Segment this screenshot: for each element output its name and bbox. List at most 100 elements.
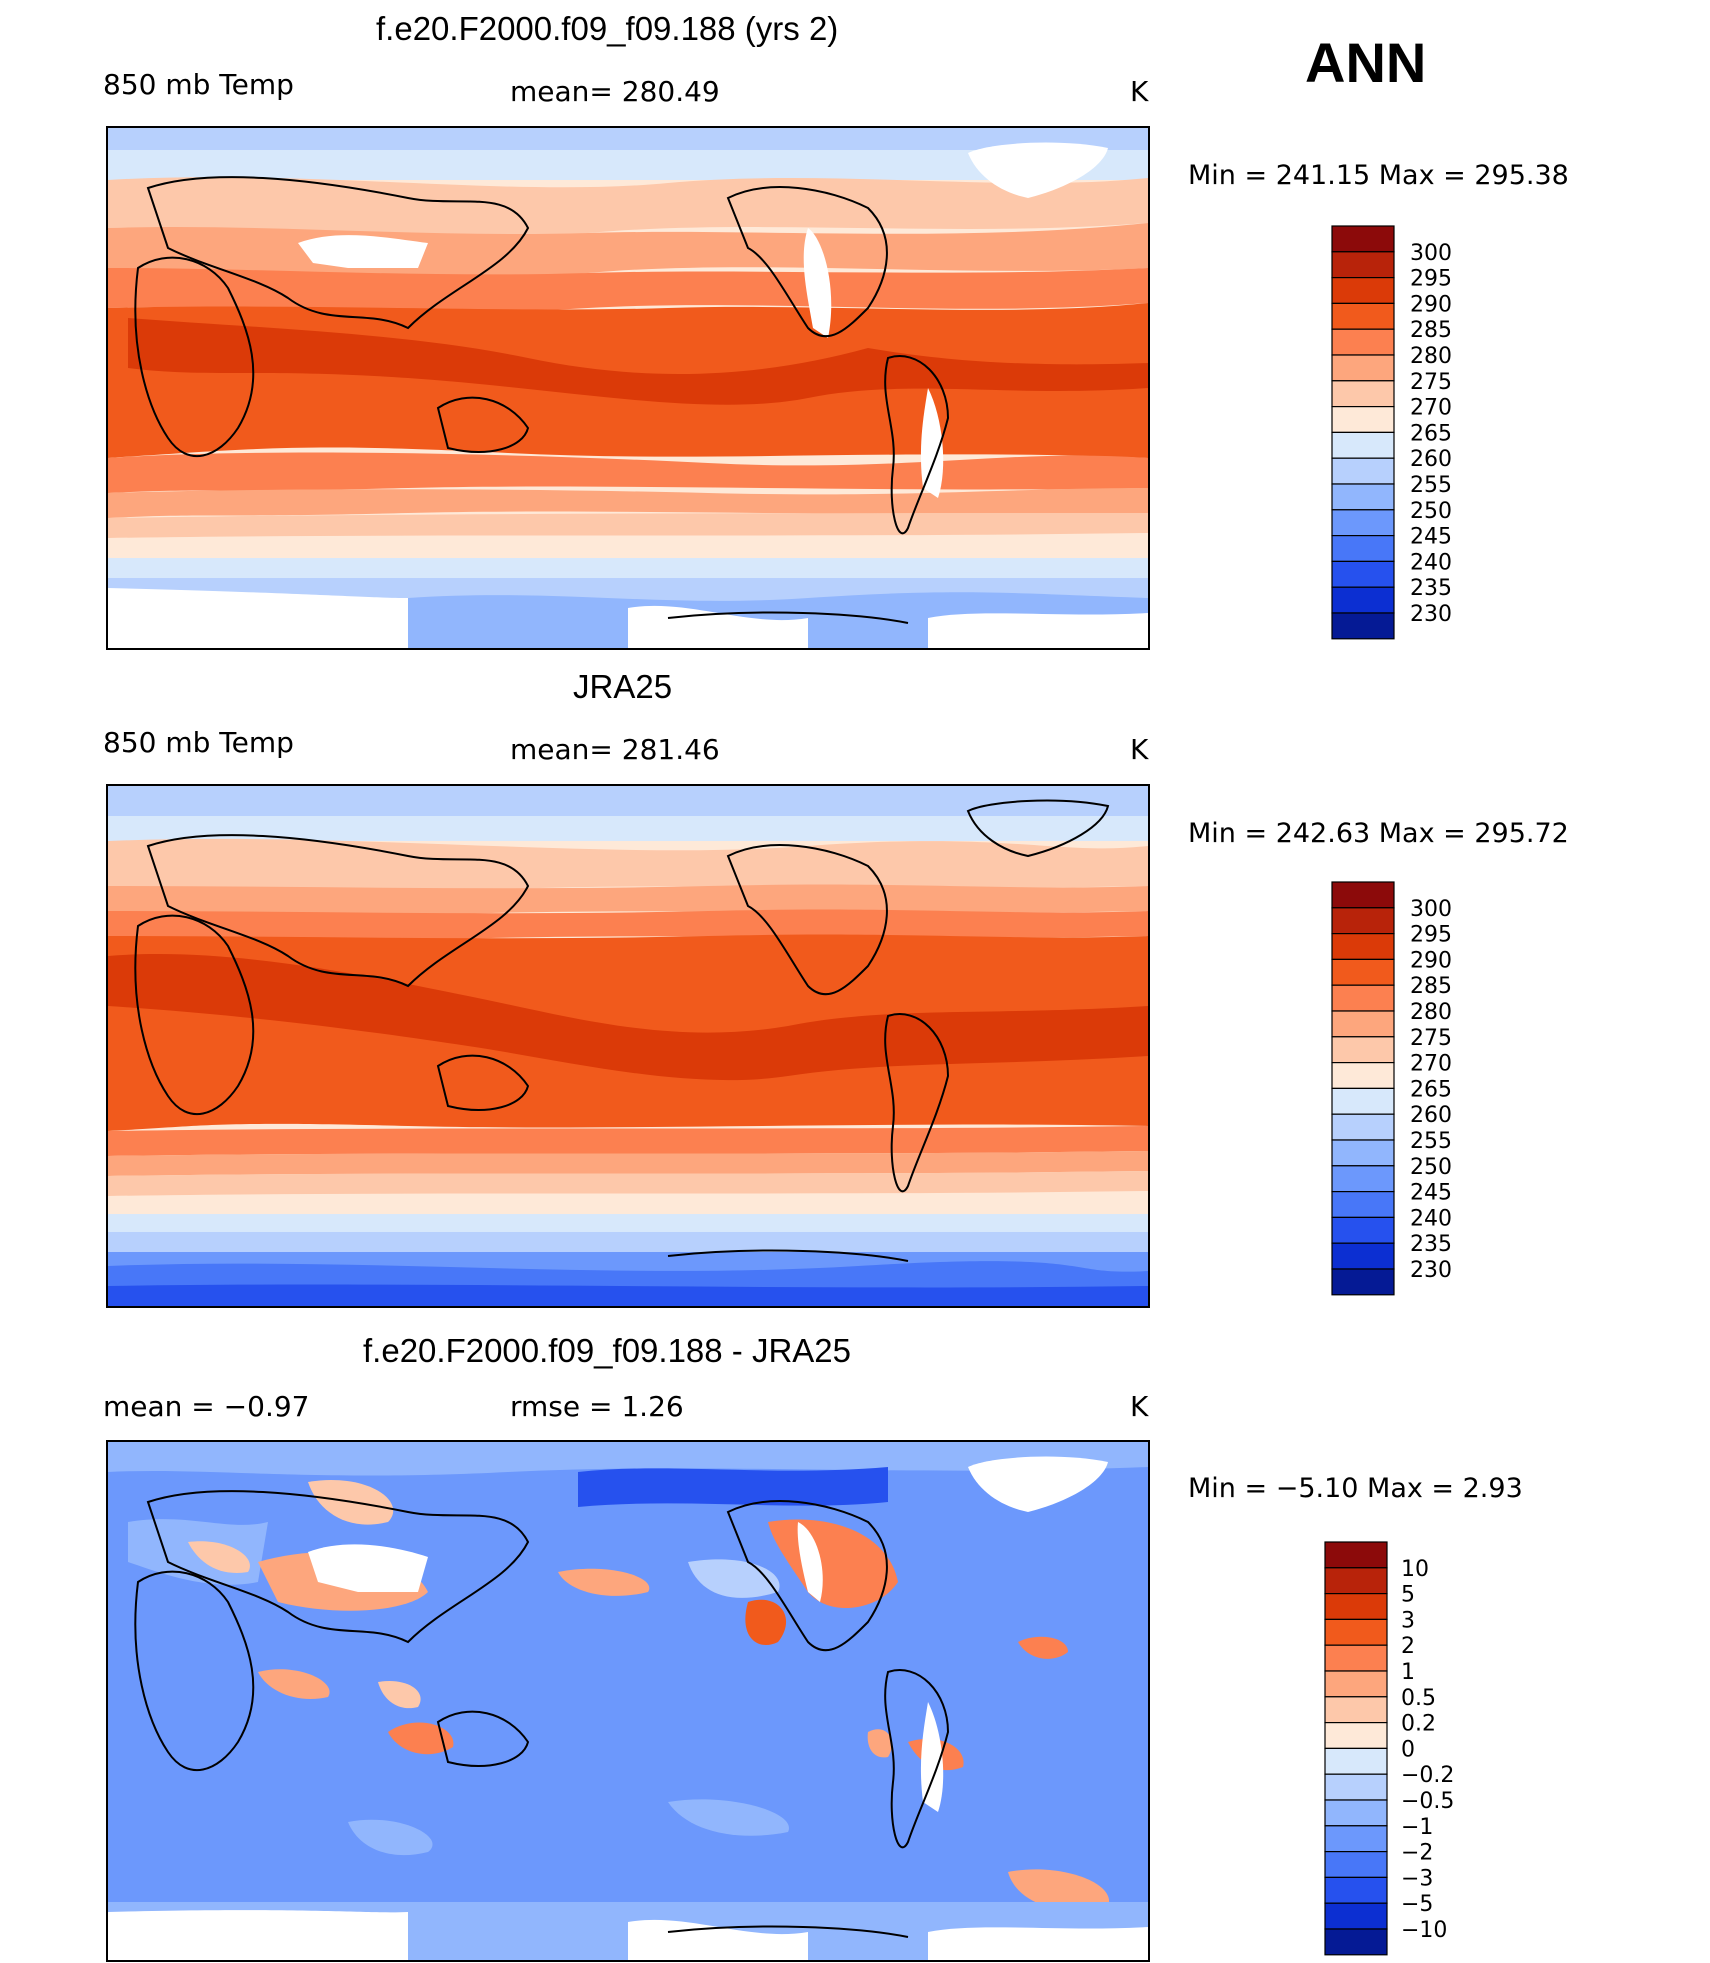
panel1-colorbar: 300 295 290 285 280 275 270 265 260 255 250 245 240 2…	[1331, 225, 1452, 641]
colorbar-swatch	[1331, 1139, 1395, 1167]
colorbar-swatch	[1331, 1062, 1395, 1090]
colorbar-swatch	[1331, 586, 1395, 614]
colorbar-tick-label: 275	[1410, 370, 1452, 395]
colorbar-swatch	[1331, 907, 1395, 935]
colorbar-swatch	[1331, 1036, 1395, 1064]
panel1-mean-label: mean= 280.49	[510, 75, 720, 108]
colorbar-tick-label: 300	[1410, 897, 1452, 922]
panel2-colorbar: 300 295 290 285 280 275 270 265 260 255 250 245 240 2…	[1331, 881, 1452, 1297]
colorbar-tick-label: 0	[1401, 1737, 1415, 1762]
colorbar-swatch	[1324, 1876, 1388, 1904]
colorbar-tick-label: 285	[1410, 974, 1452, 999]
colorbar-tick-label: 1	[1401, 1660, 1415, 1685]
colorbar-tick-label: 270	[1410, 1052, 1452, 1077]
colorbar-tick-label: 235	[1410, 576, 1452, 601]
colorbar-swatch	[1331, 560, 1395, 588]
colorbar-swatch	[1331, 1113, 1395, 1141]
panel3-mean-label: mean = −0.97	[103, 1390, 310, 1423]
colorbar-tick-label: 300	[1410, 241, 1452, 266]
colorbar-swatch	[1324, 1670, 1388, 1698]
panel1-map-field	[108, 128, 1148, 648]
panel3-unit-label: K	[1130, 1390, 1149, 1423]
panel3-title: f.e20.F2000.f09_f09.188 - JRA25	[363, 1332, 852, 1369]
colorbar-swatch	[1324, 1722, 1388, 1750]
panel1-colorbar-svg: 3002952902852802752702652602552502452402…	[1331, 225, 1452, 640]
colorbar-tick-label: 2	[1401, 1634, 1415, 1659]
panel3-map-field	[108, 1442, 1148, 1960]
colorbar-swatch	[1331, 1216, 1395, 1244]
colorbar-tick-label: 265	[1410, 421, 1452, 446]
colorbar-tick-label: 255	[1410, 1129, 1452, 1154]
colorbar-tick-label: −10	[1401, 1918, 1447, 1943]
colorbar-swatch	[1331, 612, 1395, 640]
colorbar-swatch	[1331, 406, 1395, 434]
colorbar-swatch	[1324, 1567, 1388, 1595]
colorbar-swatch	[1324, 1618, 1388, 1646]
colorbar-tick-label: 240	[1410, 1206, 1452, 1231]
colorbar-tick-label: 0.5	[1401, 1686, 1436, 1711]
colorbar-tick-label: 260	[1410, 447, 1452, 472]
colorbar-swatch	[1331, 932, 1395, 960]
colorbar-swatch	[1331, 276, 1395, 304]
colorbar-tick-label: 230	[1410, 602, 1452, 627]
colorbar-swatch	[1331, 984, 1395, 1012]
colorbar-tick-label: −5	[1401, 1892, 1433, 1917]
panel2-colorbar-svg: 3002952902852802752702652602552502452402…	[1331, 881, 1452, 1296]
colorbar-swatch	[1331, 1242, 1395, 1270]
colorbar-swatch	[1331, 1010, 1395, 1038]
panel2-title: JRA25	[573, 668, 673, 705]
panel2-map-field	[108, 786, 1148, 1306]
colorbar-tick-label: −0.5	[1401, 1789, 1454, 1814]
season-label: ANN	[1305, 31, 1427, 94]
colorbar-swatch	[1331, 483, 1395, 511]
panel1-map	[106, 126, 1150, 650]
colorbar-tick-label: 285	[1410, 318, 1452, 343]
colorbar-tick-label: 255	[1410, 473, 1452, 498]
colorbar-tick-label: 250	[1410, 499, 1452, 524]
colorbar-tick-label: 5	[1401, 1583, 1415, 1608]
colorbar-tick-label: 0.2	[1401, 1712, 1436, 1737]
colorbar-tick-label: 265	[1410, 1077, 1452, 1102]
panel3-colorbar: 10 5 3 2 1 0.5 0.2 0 −0.2 −0.5 −1 −2 −3 −5 −10	[1324, 1541, 1454, 1957]
colorbar-swatch	[1331, 535, 1395, 563]
colorbar-swatch	[1331, 328, 1395, 356]
panel1-title: f.e20.F2000.f09_f09.188 (yrs 2)	[376, 10, 839, 47]
colorbar-tick-label: 275	[1410, 1026, 1452, 1051]
colorbar-swatch	[1324, 1902, 1388, 1930]
panel3-rmse-label: rmse = 1.26	[510, 1390, 684, 1423]
colorbar-tick-label: 295	[1410, 923, 1452, 948]
colorbar-swatch	[1324, 1773, 1388, 1801]
colorbar-swatch	[1331, 958, 1395, 986]
colorbar-swatch	[1331, 380, 1395, 408]
colorbar-swatch	[1324, 1644, 1388, 1672]
colorbar-swatch	[1324, 1928, 1388, 1956]
colorbar-tick-label: 240	[1410, 550, 1452, 575]
colorbar-swatch	[1324, 1696, 1388, 1724]
colorbar-swatch	[1331, 881, 1395, 909]
colorbar-tick-label: 280	[1410, 1000, 1452, 1025]
colorbar-tick-label: 10	[1401, 1557, 1429, 1582]
colorbar-swatch	[1324, 1541, 1388, 1569]
colorbar-tick-label: 290	[1410, 948, 1452, 973]
colorbar-tick-label: 3	[1401, 1608, 1415, 1633]
colorbar-swatch	[1324, 1851, 1388, 1879]
colorbar-tick-label: 245	[1410, 1181, 1452, 1206]
colorbar-tick-label: 235	[1410, 1232, 1452, 1257]
colorbar-swatch	[1331, 251, 1395, 279]
panel3-minmax-label: Min = −5.10 Max = 2.93	[1188, 1473, 1523, 1504]
colorbar-swatch	[1331, 1087, 1395, 1115]
colorbar-tick-label: 260	[1410, 1103, 1452, 1128]
panel3-map	[106, 1440, 1150, 1962]
colorbar-tick-label: 230	[1410, 1258, 1452, 1283]
colorbar-swatch	[1331, 302, 1395, 330]
colorbar-swatch	[1324, 1592, 1388, 1620]
colorbar-swatch	[1331, 1268, 1395, 1296]
colorbar-tick-label: −2	[1401, 1841, 1433, 1866]
colorbar-tick-label: −1	[1401, 1815, 1433, 1840]
colorbar-swatch	[1324, 1799, 1388, 1827]
colorbar-swatch	[1331, 457, 1395, 485]
colorbar-tick-label: 290	[1410, 292, 1452, 317]
panel1-unit-label: K	[1130, 75, 1149, 108]
colorbar-swatch	[1331, 354, 1395, 382]
colorbar-swatch	[1331, 509, 1395, 537]
